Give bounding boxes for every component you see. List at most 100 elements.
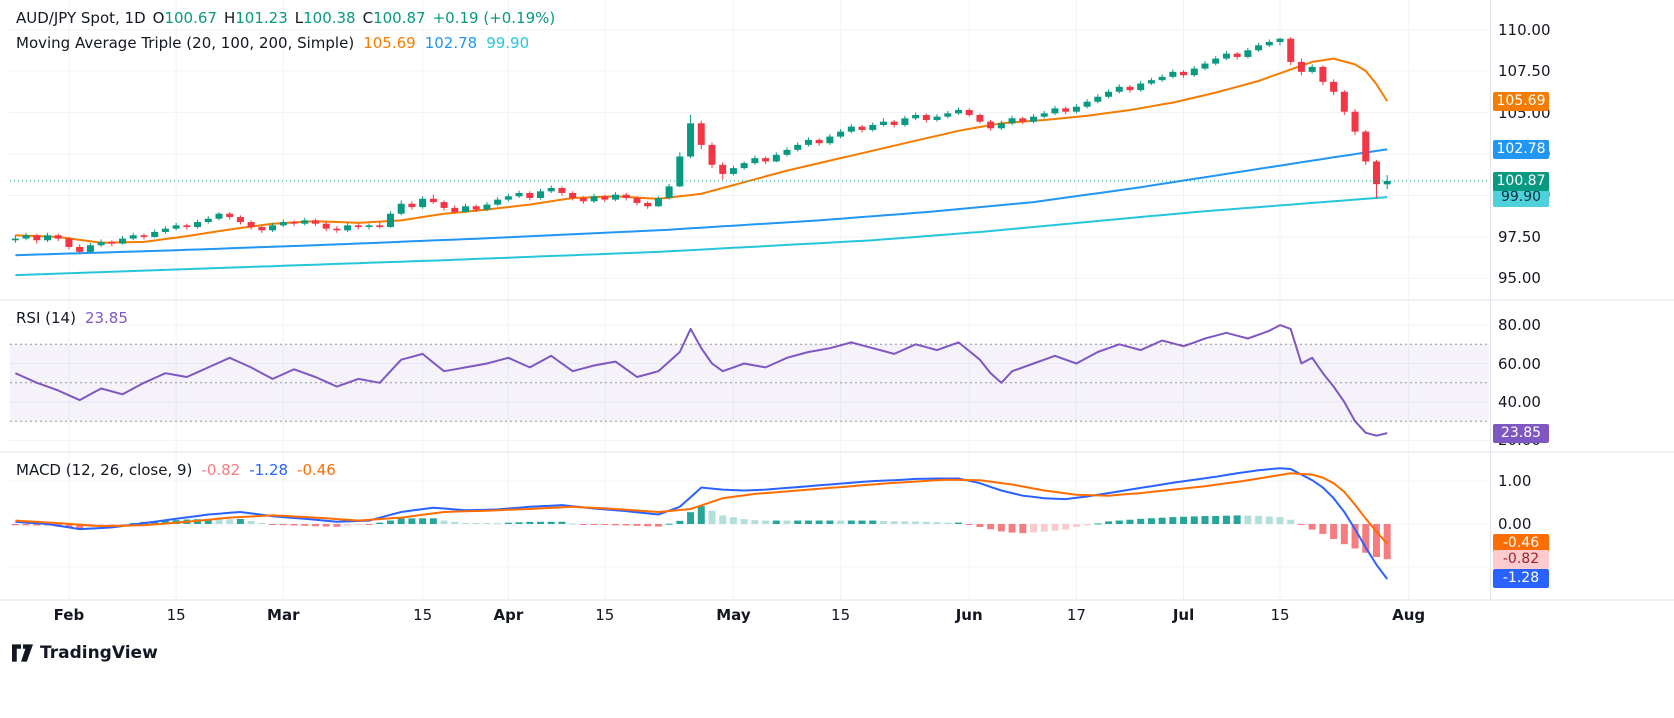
candle: [236, 217, 244, 223]
macd-histogram-bar: [236, 518, 244, 524]
candle: [1030, 116, 1038, 122]
macd-histogram-bar: [1115, 520, 1123, 524]
candle: [54, 235, 62, 239]
tradingview-logo[interactable]: TradingView: [12, 643, 158, 663]
candle: [1158, 76, 1166, 81]
macd-histogram-bar: [1019, 523, 1027, 534]
candle: [1094, 96, 1102, 102]
macd-histogram-bar: [440, 520, 448, 524]
macd-histogram-bar: [1276, 517, 1284, 524]
rsi-indicator-title[interactable]: RSI (14): [16, 309, 76, 327]
macd-histogram-bar: [719, 515, 727, 524]
candle: [676, 156, 684, 187]
macd-histogram-bar: [429, 518, 437, 524]
candle: [772, 154, 780, 162]
macd-histogram-bar: [772, 520, 780, 524]
macd-histogram-bar: [1330, 523, 1338, 540]
high-label: H: [223, 9, 236, 27]
candle: [311, 220, 319, 224]
macd-histogram-bar: [1362, 523, 1370, 553]
macd-histogram-bar: [1094, 523, 1102, 525]
macd-histogram-bar: [1297, 523, 1305, 525]
candle: [279, 222, 287, 226]
macd-histogram-bar: [461, 522, 469, 524]
rsi-pane-legend: RSI (14) 23.85: [16, 306, 128, 331]
candle: [933, 116, 941, 120]
candle: [76, 246, 84, 252]
macd-histogram-bar: [301, 523, 309, 526]
macd-histogram-bar: [397, 518, 405, 524]
candle: [1265, 42, 1273, 46]
candle: [729, 168, 737, 174]
macd-histogram-bar: [344, 523, 352, 526]
symbol-title[interactable]: AUD/JPY Spot, 1D: [16, 9, 146, 27]
candle: [1222, 53, 1230, 59]
macd-histogram-bar: [504, 522, 512, 524]
macd-histogram-bar: [1372, 523, 1380, 558]
candle: [1137, 83, 1145, 91]
ma100-line: [15, 148, 1388, 257]
candle: [1362, 131, 1370, 162]
candle: [1126, 86, 1134, 91]
candle: [601, 196, 609, 200]
candle: [762, 158, 770, 162]
ma200-line: [15, 196, 1388, 277]
macd-histogram-bar: [1072, 523, 1080, 527]
macd-indicator-title[interactable]: MACD (12, 26, close, 9): [16, 461, 193, 479]
candle: [997, 123, 1005, 129]
candle: [504, 196, 512, 200]
ma20-value: 105.69: [363, 34, 416, 52]
macd-histogram-bar: [697, 506, 705, 524]
candle: [1212, 58, 1220, 64]
candle: [740, 163, 748, 169]
macd-histogram-bar: [1244, 515, 1252, 524]
macd-histogram-bar: [687, 512, 695, 524]
open-value: 100.67: [164, 9, 217, 27]
macd-histogram-bar: [1255, 515, 1263, 524]
macd-histogram-bar: [1169, 517, 1177, 524]
macd-histogram-bar: [622, 523, 630, 526]
macd-histogram-bar: [451, 521, 459, 524]
macd-histogram-bar: [901, 521, 909, 524]
macd-histogram-bar: [612, 523, 620, 526]
candle: [837, 131, 845, 137]
macd-histogram-bar: [483, 522, 491, 524]
candle: [890, 121, 898, 125]
candle: [976, 115, 984, 122]
candle: [1255, 45, 1263, 51]
candle: [376, 225, 384, 227]
candle: [547, 188, 555, 192]
candle: [354, 225, 362, 227]
macd-histogram-bar: [22, 523, 30, 526]
macd-histogram-bar: [119, 523, 127, 525]
macd-histogram-bar: [269, 523, 277, 525]
candle: [322, 223, 330, 229]
macd-histogram-bar: [247, 520, 255, 524]
candle: [515, 192, 523, 197]
macd-histogram-bar: [1051, 523, 1059, 531]
macd-histogram-bar: [847, 520, 855, 524]
candle: [194, 222, 202, 227]
candle: [537, 191, 545, 198]
close-value: 100.87: [373, 9, 426, 27]
main-pane-legend: AUD/JPY Spot, 1D O100.67 H101.23 L100.38 C10…: [16, 6, 555, 56]
ma-indicator-title[interactable]: Moving Average Triple (20, 100, 200, Sim…: [16, 34, 355, 52]
candle: [1201, 63, 1209, 69]
candle: [172, 225, 180, 229]
macd-histogram-bar: [965, 523, 973, 525]
macd-histogram-bar: [954, 522, 962, 524]
candle: [333, 228, 341, 231]
macd-histogram-bar: [1062, 523, 1070, 530]
macd-histogram-bar: [1351, 523, 1359, 549]
candle: [1083, 101, 1091, 107]
macd-signal-value: -0.46: [297, 461, 336, 479]
macd-histogram-bar: [1083, 523, 1091, 526]
ma100-value: 102.78: [424, 34, 478, 52]
macd-histogram-bar: [333, 523, 341, 527]
candle: [1190, 68, 1198, 76]
candle: [226, 213, 234, 218]
candle: [440, 202, 448, 208]
macd-histogram-bar: [558, 521, 566, 524]
candle: [1340, 91, 1348, 112]
